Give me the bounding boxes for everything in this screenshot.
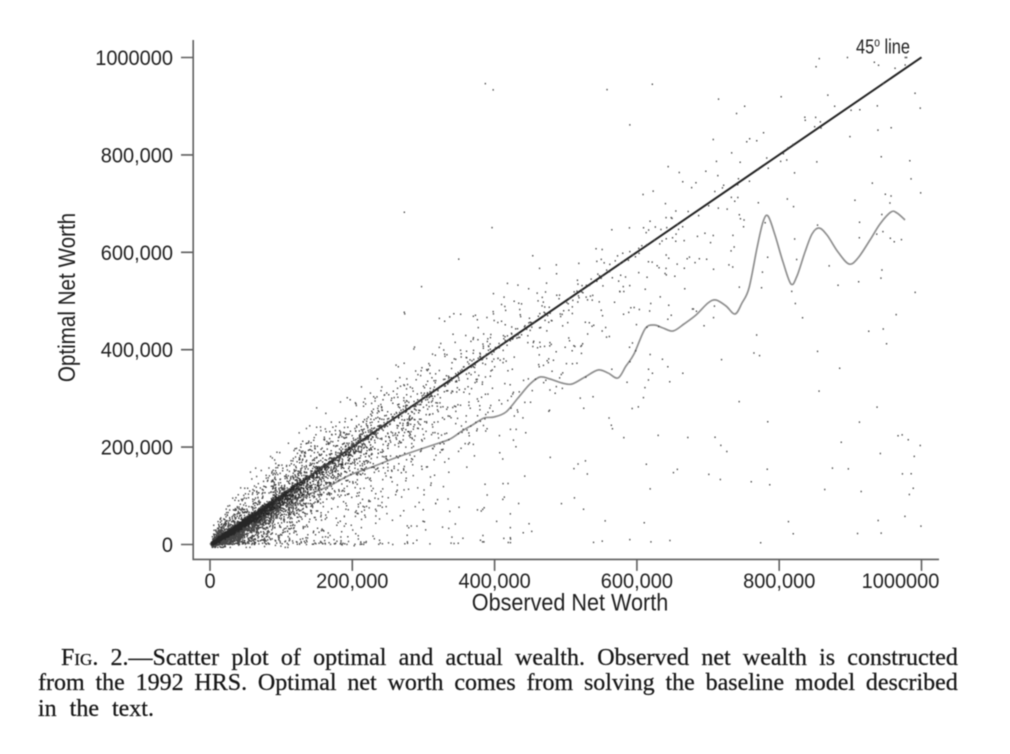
svg-text:Optimal Net Worth: Optimal Net Worth: [54, 213, 81, 382]
svg-text:45o line: 45o line: [856, 35, 910, 58]
svg-text:400,000: 400,000: [101, 339, 173, 363]
svg-text:600,000: 600,000: [101, 241, 173, 265]
svg-text:1000000: 1000000: [95, 46, 173, 70]
svg-text:0: 0: [162, 533, 173, 557]
svg-text:200,000: 200,000: [316, 569, 388, 593]
svg-text:0: 0: [204, 569, 215, 593]
svg-text:Observed Net Worth: Observed Net Worth: [472, 588, 668, 615]
svg-text:800,000: 800,000: [101, 144, 173, 168]
svg-text:600,000: 600,000: [601, 569, 673, 593]
svg-text:1000000: 1000000: [862, 569, 940, 593]
svg-text:800,000: 800,000: [743, 569, 815, 593]
svg-text:400,000: 400,000: [458, 569, 530, 593]
svg-text:200,000: 200,000: [101, 436, 173, 460]
